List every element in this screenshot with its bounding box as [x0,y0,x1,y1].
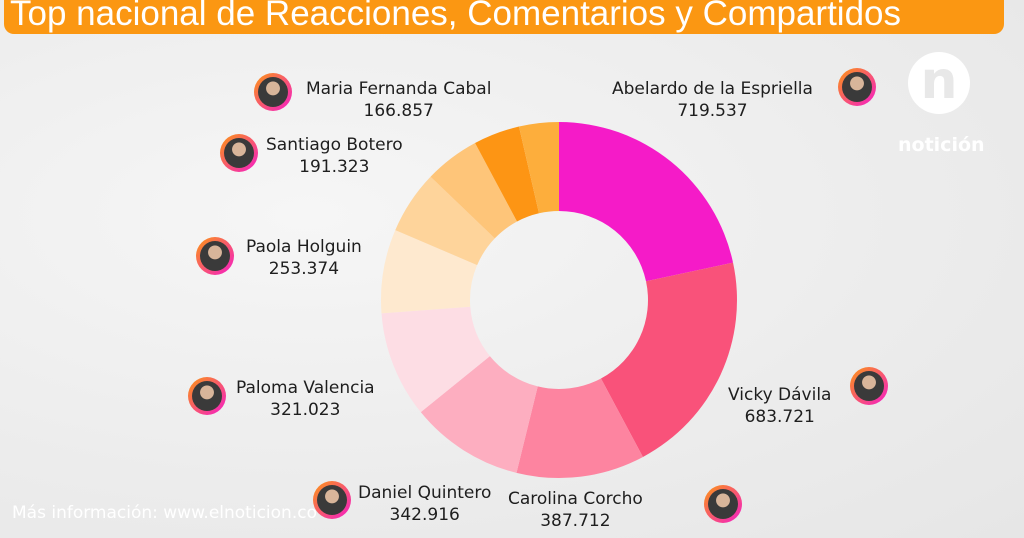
donut-slice-daniel-quintero [420,356,538,473]
label-value: 253.374 [268,259,340,279]
label-name: Santiago Botero [266,135,403,155]
label-name: Paloma Valencia [236,378,375,398]
label-name: Vicky Dávila [728,385,832,405]
logo-text: notición [898,134,985,156]
donut-slice-paola-holguin [381,230,478,314]
label-value: 321.023 [270,400,341,420]
label-name: Carolina Corcho [508,489,643,509]
label-name: Abelardo de la Espriella [612,79,813,99]
label-carolina-corcho: Carolina Corcho 387.712 [508,488,643,532]
label-daniel-quintero: Daniel Quintero 342.916 [358,482,491,526]
avatar-vicky-davila [850,367,888,405]
label-value: 387.712 [540,511,611,531]
donut-slice-carolina-corcho [516,378,643,478]
donut-slice-vicky-d-vila [600,262,737,457]
label-value: 191.323 [299,157,370,177]
logo-n-icon: n [920,51,958,111]
label-paola-holguin: Paola Holguin 253.374 [246,236,362,280]
label-value: 166.857 [363,101,434,121]
avatar-paloma-valencia [188,377,226,415]
donut-slice-abelardo-de-la-espriella [559,122,734,282]
label-name: Daniel Quintero [358,483,492,503]
label-value: 342.916 [389,505,460,525]
donut-slice-maria-fernanda-cabal [430,143,518,239]
avatar-santiago-botero [220,134,258,172]
brand-logo: n notición [898,51,996,162]
label-name: Maria Fernanda Cabal [306,79,492,99]
donut-slice-unlabeled-9 [518,122,559,214]
footer-link[interactable]: Más información: www.elnoticion.co [12,503,317,523]
label-santiago-botero: Santiago Botero 191.323 [266,134,403,178]
donut-slice-paloma-valencia [381,306,490,413]
avatar-maria-fernanda-cabal [254,73,292,111]
label-name: Paola Holguin [246,237,362,257]
donut-slice-santiago-botero [395,176,495,266]
avatar-daniel-quintero [313,481,351,519]
avatar-paola-holguin [196,237,234,275]
label-paloma-valencia: Paloma Valencia 321.023 [236,377,375,421]
logo-circle [908,52,970,114]
label-abelardo-de-la-espriella: Abelardo de la Espriella 719.537 [612,78,813,122]
label-value: 683.721 [744,407,815,427]
avatar-abelardo-de-la-espriella [838,68,876,106]
donut-slice-unlabeled-8 [475,126,539,222]
avatar-carolina-corcho [704,485,742,523]
page-title: Top nacional de Reacciones, Comentarios … [4,0,1004,34]
label-vicky-davila: Vicky Dávila 683.721 [728,384,831,428]
label-maria-fernanda-cabal: Maria Fernanda Cabal 166.857 [306,78,491,122]
label-value: 719.537 [677,101,748,121]
